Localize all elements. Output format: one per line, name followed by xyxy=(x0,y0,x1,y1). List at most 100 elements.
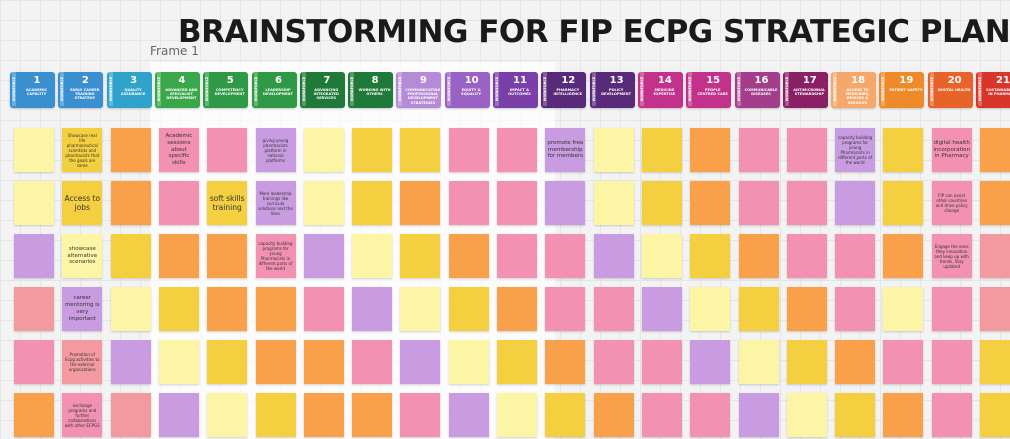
sticky-note[interactable] xyxy=(207,234,248,278)
sticky-note[interactable] xyxy=(352,287,393,331)
sticky-note[interactable] xyxy=(14,181,54,225)
sticky-note[interactable] xyxy=(110,234,151,278)
sticky-note[interactable] xyxy=(400,181,441,225)
sticky-note[interactable] xyxy=(303,287,344,331)
sticky-note[interactable] xyxy=(641,340,682,384)
sticky-note[interactable] xyxy=(980,340,1010,384)
sticky-note[interactable] xyxy=(690,340,731,384)
sticky-note[interactable] xyxy=(593,287,634,331)
sticky-note[interactable] xyxy=(545,181,586,225)
sticky-note[interactable] xyxy=(545,340,586,384)
sticky-note[interactable] xyxy=(931,393,972,437)
sticky-note[interactable]: Academic sessions about specific skills xyxy=(158,128,199,172)
sticky-note[interactable] xyxy=(641,234,682,278)
sticky-note[interactable] xyxy=(448,393,489,437)
sticky-note[interactable] xyxy=(255,287,296,331)
sticky-note[interactable] xyxy=(738,393,779,437)
sticky-note[interactable] xyxy=(786,128,827,172)
sticky-note[interactable] xyxy=(980,234,1010,278)
sticky-note[interactable]: career mentoring is very important xyxy=(62,287,103,331)
sticky-note[interactable] xyxy=(448,181,489,225)
sticky-note[interactable] xyxy=(593,128,634,172)
frame-label[interactable]: Frame 1 xyxy=(150,44,199,58)
sticky-note[interactable] xyxy=(593,181,634,225)
sticky-note[interactable]: FIP can assist other countries and drive… xyxy=(931,181,972,225)
sticky-note[interactable] xyxy=(352,128,393,172)
sticky-note[interactable]: promote free membership for members xyxy=(545,128,586,172)
sticky-note[interactable] xyxy=(400,340,441,384)
sticky-note[interactable] xyxy=(835,287,876,331)
sticky-note[interactable]: More leadership trainings like curricula… xyxy=(255,181,296,225)
sticky-note[interactable] xyxy=(497,128,537,172)
sticky-note[interactable] xyxy=(110,128,151,172)
sticky-note[interactable] xyxy=(593,393,634,437)
sticky-note[interactable] xyxy=(931,340,972,384)
sticky-note[interactable] xyxy=(545,287,586,331)
sticky-note[interactable]: Engage the ones they innovation and keep… xyxy=(931,234,972,278)
sticky-note[interactable] xyxy=(352,181,393,225)
sticky-note[interactable] xyxy=(593,340,634,384)
sticky-note[interactable] xyxy=(303,181,344,225)
sticky-note[interactable] xyxy=(497,340,537,384)
sticky-note[interactable] xyxy=(110,181,151,225)
sticky-note[interactable]: capacity building programs for young Pha… xyxy=(835,128,876,172)
sticky-note[interactable] xyxy=(303,128,344,172)
sticky-note[interactable] xyxy=(641,287,682,331)
sticky-note[interactable] xyxy=(835,393,876,437)
sticky-note[interactable] xyxy=(738,287,779,331)
sticky-note[interactable] xyxy=(497,181,537,225)
sticky-note[interactable] xyxy=(593,234,634,278)
sticky-note[interactable] xyxy=(448,128,489,172)
sticky-note[interactable] xyxy=(255,340,296,384)
sticky-note[interactable] xyxy=(738,340,779,384)
sticky-note[interactable] xyxy=(14,128,54,172)
sticky-note[interactable] xyxy=(835,181,876,225)
sticky-note[interactable] xyxy=(738,234,779,278)
sticky-note[interactable] xyxy=(400,393,441,437)
sticky-note[interactable] xyxy=(207,128,248,172)
sticky-note[interactable] xyxy=(303,234,344,278)
sticky-note[interactable] xyxy=(448,234,489,278)
sticky-note[interactable] xyxy=(158,340,199,384)
sticky-note[interactable] xyxy=(690,181,731,225)
sticky-note[interactable] xyxy=(883,234,924,278)
sticky-note[interactable] xyxy=(883,287,924,331)
sticky-note[interactable] xyxy=(980,181,1010,225)
sticky-note[interactable]: Showcase real life pharmaceutical scient… xyxy=(62,128,103,172)
sticky-note[interactable]: soft skills training xyxy=(207,181,248,225)
sticky-note[interactable] xyxy=(786,393,827,437)
sticky-note[interactable] xyxy=(641,181,682,225)
sticky-note[interactable] xyxy=(14,287,54,331)
sticky-note[interactable] xyxy=(497,393,537,437)
sticky-note[interactable] xyxy=(786,234,827,278)
sticky-note[interactable] xyxy=(497,287,537,331)
sticky-note[interactable] xyxy=(14,393,54,437)
sticky-note[interactable] xyxy=(207,287,248,331)
sticky-note[interactable]: Promotion of Ecpg activities to the exte… xyxy=(62,340,103,384)
sticky-note[interactable] xyxy=(690,287,731,331)
sticky-note[interactable]: giving young pharmacists platform in nat… xyxy=(255,128,296,172)
sticky-note[interactable] xyxy=(14,234,54,278)
sticky-note[interactable] xyxy=(497,234,537,278)
sticky-note[interactable]: capacity building programs for young Pha… xyxy=(255,234,296,278)
sticky-note[interactable] xyxy=(690,128,731,172)
sticky-note[interactable] xyxy=(110,287,151,331)
sticky-note[interactable] xyxy=(835,234,876,278)
sticky-note[interactable] xyxy=(883,393,924,437)
sticky-note[interactable] xyxy=(980,287,1010,331)
sticky-note[interactable] xyxy=(303,393,344,437)
sticky-note[interactable] xyxy=(110,340,151,384)
sticky-note[interactable] xyxy=(400,128,441,172)
sticky-note[interactable] xyxy=(641,128,682,172)
sticky-note[interactable] xyxy=(545,393,586,437)
sticky-note[interactable] xyxy=(303,340,344,384)
sticky-note[interactable] xyxy=(883,340,924,384)
sticky-note[interactable] xyxy=(980,393,1010,437)
sticky-note[interactable] xyxy=(931,287,972,331)
sticky-note[interactable] xyxy=(207,340,248,384)
sticky-note[interactable] xyxy=(158,393,199,437)
sticky-note[interactable] xyxy=(786,287,827,331)
sticky-note[interactable] xyxy=(738,181,779,225)
sticky-note[interactable] xyxy=(110,393,151,437)
sticky-note[interactable] xyxy=(448,340,489,384)
